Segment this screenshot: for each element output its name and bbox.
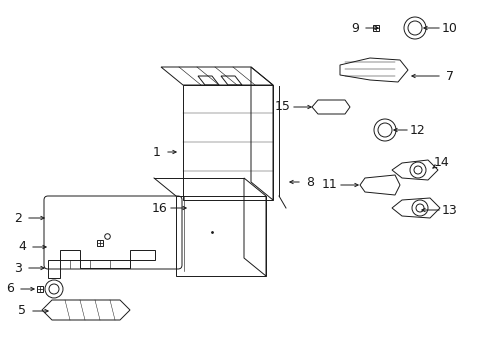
Text: 4: 4	[18, 240, 26, 253]
Text: 11: 11	[322, 179, 337, 192]
Text: 7: 7	[445, 69, 453, 82]
Text: 13: 13	[441, 203, 457, 216]
Text: 16: 16	[152, 202, 167, 215]
Text: 1: 1	[153, 145, 161, 158]
Text: 6: 6	[6, 283, 14, 296]
Text: 5: 5	[18, 305, 26, 318]
Text: 9: 9	[350, 22, 358, 35]
Text: 10: 10	[441, 22, 457, 35]
Text: 15: 15	[274, 100, 290, 113]
Text: 8: 8	[305, 175, 313, 189]
Text: 14: 14	[433, 156, 449, 168]
Text: 12: 12	[409, 123, 425, 136]
Text: 2: 2	[14, 211, 22, 225]
Text: 3: 3	[14, 261, 22, 274]
